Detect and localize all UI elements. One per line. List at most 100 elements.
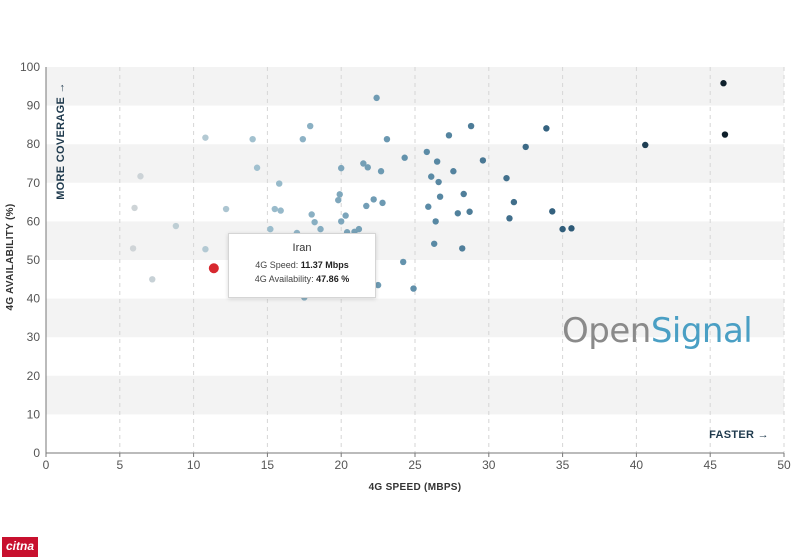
data-point — [410, 285, 417, 292]
data-point — [383, 135, 391, 143]
data-point — [377, 168, 385, 175]
data-point — [374, 281, 382, 289]
data-point — [307, 122, 314, 130]
data-point — [129, 245, 137, 252]
grid-bands — [46, 67, 784, 415]
data-point — [506, 215, 513, 222]
data-point — [432, 218, 439, 225]
x-tick-label: 25 — [408, 458, 422, 472]
data-point — [522, 143, 529, 151]
y-tick-label: 60 — [27, 214, 41, 228]
data-point — [423, 148, 431, 156]
y-tick-label: 70 — [27, 176, 41, 190]
x-tick-label: 45 — [704, 458, 718, 472]
data-point — [454, 210, 462, 217]
x-tick-label: 10 — [187, 458, 201, 472]
tooltip-availability-label: 4G Availability: — [254, 274, 317, 284]
data-point — [479, 157, 487, 164]
logo-signal-text: Signal — [650, 311, 753, 351]
data-point — [721, 131, 729, 138]
citna-watermark: citna — [2, 537, 39, 557]
data-point — [360, 160, 367, 167]
data-point — [467, 122, 475, 130]
data-point — [503, 174, 510, 182]
x-tick-label: 20 — [335, 458, 349, 472]
data-point — [363, 202, 370, 210]
x-tick-label: 15 — [261, 458, 275, 472]
data-point — [277, 207, 284, 214]
data-point — [459, 245, 466, 252]
tooltip-speed-label: 4G Speed: — [255, 260, 301, 270]
y-tick-labels: 0 10 20 30 40 50 60 70 80 90 100 — [20, 60, 40, 460]
data-point — [172, 222, 180, 230]
y-tick-label: 10 — [27, 407, 41, 421]
tooltip-availability-value: 47.86 % — [316, 274, 350, 284]
x-tick-label: 50 — [777, 458, 791, 472]
y-axis-title: 4G AVAILABILITY (%) — [5, 204, 16, 311]
data-point — [642, 141, 649, 149]
data-point — [450, 168, 457, 175]
data-point — [460, 190, 467, 198]
tooltip-title: Iran — [292, 242, 312, 254]
point-tooltip: Iran 4G Speed: 11.37 Mbps 4G Availabilit… — [228, 233, 376, 298]
data-point — [317, 225, 324, 233]
highlighted-point-iran — [208, 263, 219, 274]
more-coverage-label: MORE COVERAGE → — [55, 82, 67, 200]
data-point — [568, 225, 575, 232]
data-point — [336, 191, 343, 198]
x-tick-label: 35 — [556, 458, 570, 472]
logo-open-text: Open — [562, 311, 651, 351]
data-point — [379, 199, 386, 207]
data-point — [355, 225, 363, 233]
data-point — [425, 203, 432, 210]
data-point — [430, 240, 438, 247]
data-point — [435, 178, 442, 186]
data-point — [222, 205, 230, 213]
data-point — [433, 158, 441, 165]
tooltip-speed-value: 11.37 Mbps — [300, 260, 349, 270]
data-point — [202, 245, 209, 253]
x-axis-title: 4G SPEED (MBPS) — [369, 482, 462, 493]
data-point — [399, 258, 407, 266]
data-point — [311, 218, 318, 226]
data-point — [271, 205, 278, 213]
data-point — [249, 135, 256, 143]
y-tick-label: 30 — [27, 330, 41, 344]
axes — [45, 67, 785, 457]
data-point — [342, 212, 349, 219]
data-point — [335, 196, 342, 204]
data-point — [299, 135, 307, 143]
data-point — [549, 208, 556, 215]
data-point — [370, 196, 377, 203]
data-point — [559, 225, 566, 233]
y-tick-label: 100 — [20, 60, 40, 74]
y-tick-label: 0 — [33, 446, 40, 460]
data-point — [466, 208, 473, 215]
data-point — [373, 94, 380, 102]
data-point — [338, 164, 345, 172]
data-points — [129, 80, 729, 301]
x-tick-label: 30 — [482, 458, 496, 472]
data-point — [308, 211, 315, 218]
data-point — [445, 132, 453, 139]
data-point — [137, 173, 144, 180]
faster-label: FASTER → — [709, 429, 769, 441]
y-tick-label: 40 — [27, 292, 41, 306]
data-point — [253, 164, 261, 171]
data-point — [428, 173, 435, 180]
data-point — [338, 218, 345, 225]
x-tick-labels: 0 5 10 15 20 25 30 35 40 45 50 — [43, 458, 791, 472]
data-point — [267, 225, 274, 233]
x-tick-label: 5 — [116, 458, 123, 472]
y-tick-label: 80 — [27, 137, 41, 151]
data-point — [401, 154, 408, 161]
y-tick-label: 20 — [27, 369, 41, 383]
tooltip-availability-row: 4G Availability: 47.86 % — [229, 274, 375, 284]
x-tick-label: 40 — [630, 458, 644, 472]
data-point — [276, 180, 283, 187]
opensignal-logo: OpenSignal — [562, 311, 753, 351]
y-tick-label: 50 — [27, 253, 41, 267]
data-point — [149, 276, 156, 283]
x-tick-label: 0 — [43, 458, 50, 472]
